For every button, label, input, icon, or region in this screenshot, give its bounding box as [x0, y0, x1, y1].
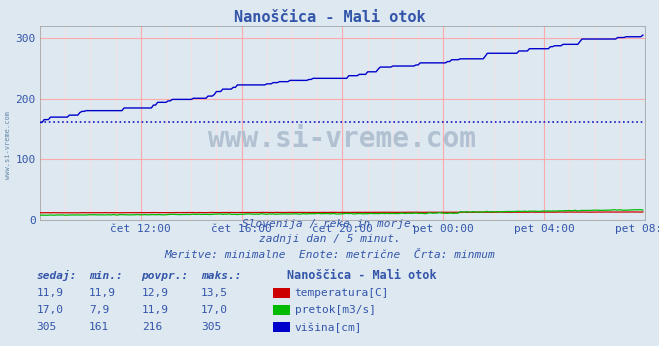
Text: 161: 161	[89, 322, 109, 333]
Text: maks.:: maks.:	[201, 271, 241, 281]
Text: 11,9: 11,9	[36, 288, 63, 298]
Text: 7,9: 7,9	[89, 305, 109, 315]
Text: www.si-vreme.com: www.si-vreme.com	[208, 125, 476, 153]
Text: Nanoščica - Mali otok: Nanoščica - Mali otok	[287, 268, 436, 282]
Text: Nanoščica - Mali otok: Nanoščica - Mali otok	[234, 10, 425, 25]
Text: 17,0: 17,0	[36, 305, 63, 315]
Text: povpr.:: povpr.:	[142, 271, 189, 281]
Text: višina[cm]: višina[cm]	[295, 322, 362, 333]
Text: www.si-vreme.com: www.si-vreme.com	[5, 111, 11, 179]
Text: 216: 216	[142, 322, 162, 333]
Text: 305: 305	[36, 322, 57, 333]
Text: temperatura[C]: temperatura[C]	[295, 288, 389, 298]
Text: Slovenija / reke in morje.: Slovenija / reke in morje.	[242, 219, 417, 229]
Text: 13,5: 13,5	[201, 288, 228, 298]
Text: 12,9: 12,9	[142, 288, 169, 298]
Text: 11,9: 11,9	[89, 288, 116, 298]
Text: Meritve: minimalne  Enote: metrične  Črta: minmum: Meritve: minimalne Enote: metrične Črta:…	[164, 250, 495, 260]
Text: 305: 305	[201, 322, 221, 333]
Text: sedaj:: sedaj:	[36, 270, 76, 281]
Text: pretok[m3/s]: pretok[m3/s]	[295, 306, 376, 315]
Text: min.:: min.:	[89, 271, 123, 281]
Text: zadnji dan / 5 minut.: zadnji dan / 5 minut.	[258, 234, 401, 244]
Text: 11,9: 11,9	[142, 305, 169, 315]
Text: 17,0: 17,0	[201, 305, 228, 315]
